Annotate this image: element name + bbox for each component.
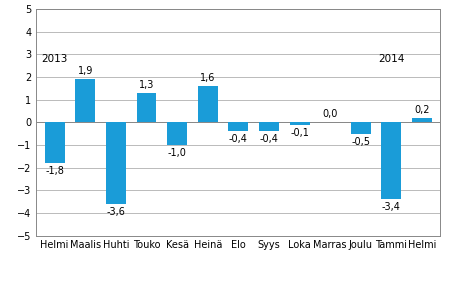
Text: -0,4: -0,4 — [229, 134, 248, 144]
Text: 2014: 2014 — [378, 53, 405, 63]
Bar — [228, 122, 248, 131]
Text: -0,5: -0,5 — [351, 137, 370, 146]
Text: -1,0: -1,0 — [168, 148, 187, 158]
Text: 1,3: 1,3 — [139, 80, 154, 90]
Bar — [198, 86, 217, 122]
Bar — [381, 122, 401, 199]
Bar — [290, 122, 310, 124]
Text: -0,1: -0,1 — [290, 127, 309, 137]
Text: 0,2: 0,2 — [414, 105, 430, 115]
Text: 0,0: 0,0 — [322, 109, 338, 119]
Bar — [45, 122, 64, 163]
Text: -0,4: -0,4 — [260, 134, 278, 144]
Text: 1,9: 1,9 — [78, 66, 93, 76]
Text: 2013: 2013 — [41, 53, 68, 63]
Text: -3,6: -3,6 — [107, 207, 125, 217]
Text: 1,6: 1,6 — [200, 73, 216, 83]
Text: -1,8: -1,8 — [45, 166, 64, 176]
Text: -3,4: -3,4 — [382, 202, 401, 212]
Bar — [106, 122, 126, 204]
Bar — [167, 122, 187, 145]
Bar — [259, 122, 279, 131]
Bar — [412, 118, 432, 122]
Bar — [137, 93, 157, 122]
Bar — [75, 79, 95, 122]
Bar — [351, 122, 371, 133]
